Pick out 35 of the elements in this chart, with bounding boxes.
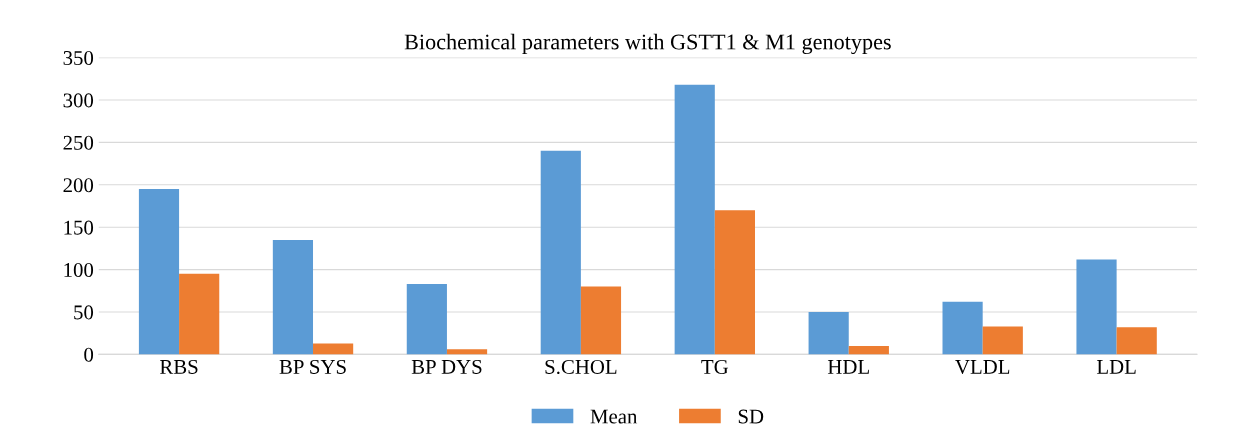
y-tick-label: 0 [84,347,94,362]
bar [446,349,488,355]
y-tick-label: 350 [63,50,94,66]
bar [674,84,715,355]
bar [138,189,180,355]
bar [313,343,354,355]
bar [1076,259,1117,355]
x-tick-label: VLDL [955,360,1010,375]
bar [942,301,983,355]
y-tick-label: 50 [74,305,94,320]
y-tick-label: 200 [63,178,94,193]
bar [1116,327,1157,355]
bar [848,345,889,355]
bar [540,150,581,355]
bar [982,326,1023,355]
y-tick-label: 250 [63,135,94,150]
y-tick-label: 100 [64,262,94,278]
chart-title: Biochemical parameters with GSTT1 & M1 genotypes [404,33,891,55]
x-tick-label: RBS [159,359,198,374]
x-tick-label: LDL [1096,360,1136,374]
x-tick-label: HDL [827,360,869,374]
bar [272,239,314,355]
legend-label: Mean [590,409,638,424]
x-tick-label: BP SYS [279,359,346,374]
bar [406,284,447,355]
bar [580,286,622,355]
bar [179,273,220,355]
y-tick-label: 300 [63,93,94,108]
x-tick-label: BP DYS [411,359,482,374]
x-tick-label: S.CHOL [545,359,617,375]
x-tick-label: TG [701,359,729,374]
legend-label: SD [738,409,764,424]
bar [714,210,755,355]
bar [808,312,849,355]
y-tick-label: 150 [64,220,94,235]
